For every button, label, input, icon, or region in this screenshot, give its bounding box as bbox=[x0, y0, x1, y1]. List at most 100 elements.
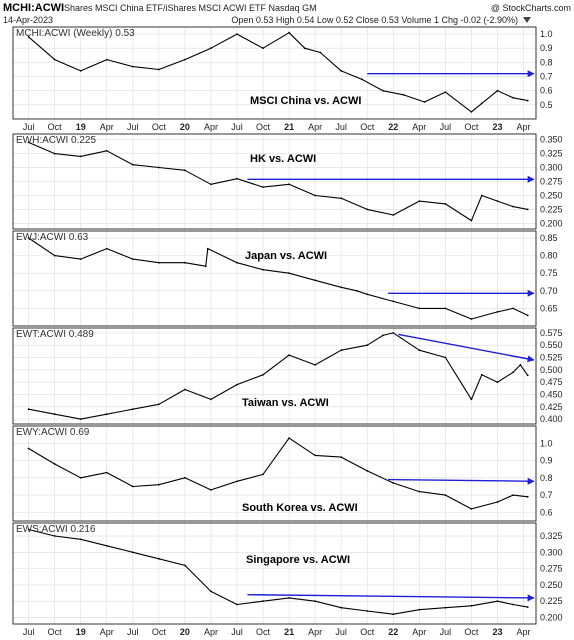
data-point bbox=[444, 307, 447, 310]
data-point bbox=[418, 307, 421, 310]
y-tick-label: 0.80 bbox=[540, 251, 558, 261]
panel-annotation: MSCI China vs. ACWI bbox=[250, 95, 361, 107]
data-point bbox=[184, 388, 186, 391]
data-point bbox=[444, 356, 447, 359]
data-point bbox=[105, 58, 108, 61]
x-tick-label: Apr bbox=[516, 627, 530, 637]
data-point bbox=[526, 208, 529, 211]
data-point bbox=[512, 205, 514, 208]
data-point bbox=[288, 354, 290, 356]
x-tick-label: 22 bbox=[388, 627, 398, 637]
x-tick-label: Oct bbox=[360, 122, 375, 132]
data-point bbox=[526, 314, 529, 317]
data-point bbox=[210, 47, 212, 50]
data-point bbox=[392, 332, 395, 334]
data-point bbox=[27, 447, 30, 450]
data-point bbox=[512, 307, 514, 310]
data-point bbox=[236, 480, 238, 483]
data-point bbox=[340, 606, 343, 609]
x-tick-label: Apr bbox=[516, 122, 530, 132]
data-point bbox=[79, 418, 82, 420]
data-point bbox=[444, 606, 447, 609]
y-tick-label: 0.8 bbox=[540, 57, 553, 67]
data-point bbox=[79, 70, 82, 72]
y-tick-label: 0.70 bbox=[540, 286, 558, 296]
x-tick-label: Jul bbox=[127, 122, 139, 132]
data-point bbox=[184, 564, 186, 567]
y-tick-label: 0.250 bbox=[540, 580, 563, 590]
header-credit: @ StockCharts.com bbox=[491, 3, 571, 13]
header-description: iShares MSCI China ETF/iShares MSCI ACWI… bbox=[62, 3, 317, 13]
y-tick-label: 0.350 bbox=[540, 135, 563, 145]
header-quote: Open 0.53 High 0.54 Low 0.52 Close 0.53 … bbox=[231, 15, 518, 25]
x-tick-label: 19 bbox=[76, 627, 86, 637]
data-point bbox=[512, 371, 514, 374]
data-point bbox=[314, 364, 316, 366]
data-point bbox=[480, 194, 483, 197]
data-point bbox=[288, 597, 290, 599]
data-point bbox=[526, 374, 529, 377]
y-tick-label: 0.7 bbox=[540, 72, 553, 82]
data-point bbox=[236, 177, 238, 180]
data-point bbox=[382, 334, 384, 337]
series-line bbox=[28, 332, 529, 420]
data-point bbox=[288, 183, 290, 186]
data-point bbox=[526, 606, 529, 608]
data-point bbox=[314, 454, 316, 457]
panel-annotation: Japan vs. ACWI bbox=[245, 250, 327, 262]
data-point bbox=[158, 261, 160, 264]
trend-arrow bbox=[247, 593, 535, 602]
x-tick-label: Oct bbox=[152, 627, 167, 637]
data-point bbox=[340, 286, 343, 289]
y-tick-label: 0.85 bbox=[540, 233, 558, 243]
series-line bbox=[28, 141, 528, 222]
data-point bbox=[105, 149, 108, 152]
data-point bbox=[79, 476, 82, 479]
data-point bbox=[496, 600, 499, 603]
data-point bbox=[480, 373, 483, 376]
data-point bbox=[519, 364, 522, 366]
header-symbol: MCHI:ACWI bbox=[3, 2, 64, 14]
data-point bbox=[131, 408, 134, 411]
panel-label: EWJ:ACWI 0.63 bbox=[16, 232, 89, 243]
data-point bbox=[27, 408, 30, 411]
data-point bbox=[53, 152, 56, 155]
x-tick-label: Apr bbox=[100, 627, 114, 637]
x-tick-label: Jul bbox=[335, 122, 347, 132]
x-tick-label: Oct bbox=[464, 122, 479, 132]
data-point bbox=[444, 494, 447, 496]
data-point bbox=[340, 456, 343, 458]
y-tick-label: 0.6 bbox=[540, 86, 553, 96]
x-tick-label: Jul bbox=[231, 122, 243, 132]
data-point bbox=[470, 604, 473, 607]
data-point bbox=[53, 58, 56, 61]
data-point bbox=[423, 101, 426, 103]
data-point bbox=[210, 590, 212, 593]
y-tick-label: 0.9 bbox=[540, 456, 553, 466]
data-point bbox=[470, 219, 473, 222]
data-point bbox=[262, 186, 264, 189]
y-tick-label: 0.575 bbox=[540, 328, 563, 338]
y-tick-label: 0.475 bbox=[540, 377, 563, 387]
panel-0: 0.5 0.6 0.7 0.8 0.9 1.0 MCHI:ACWI (Weekly) 0.5… bbox=[12, 26, 553, 132]
panel-label: EWH:ACWI 0.225 bbox=[16, 135, 96, 146]
chg-down-triangle-icon bbox=[523, 17, 531, 23]
data-point bbox=[319, 51, 322, 54]
data-point bbox=[526, 99, 529, 102]
data-point bbox=[496, 381, 499, 384]
panel-frame bbox=[12, 327, 537, 425]
data-point bbox=[402, 94, 405, 96]
data-point bbox=[470, 318, 473, 320]
data-point bbox=[79, 258, 82, 260]
x-tick-label: Oct bbox=[360, 627, 375, 637]
data-point bbox=[314, 279, 316, 282]
panel-3: 0.400 0.425 0.450 0.475 0.500 0.525 0.550 0.575… bbox=[12, 327, 563, 425]
y-tick-label: 1.0 bbox=[540, 29, 553, 39]
data-point bbox=[480, 102, 483, 105]
data-point bbox=[366, 344, 369, 347]
data-point bbox=[512, 494, 514, 496]
series-line bbox=[28, 32, 528, 113]
data-point bbox=[27, 36, 30, 38]
data-point bbox=[105, 247, 108, 250]
